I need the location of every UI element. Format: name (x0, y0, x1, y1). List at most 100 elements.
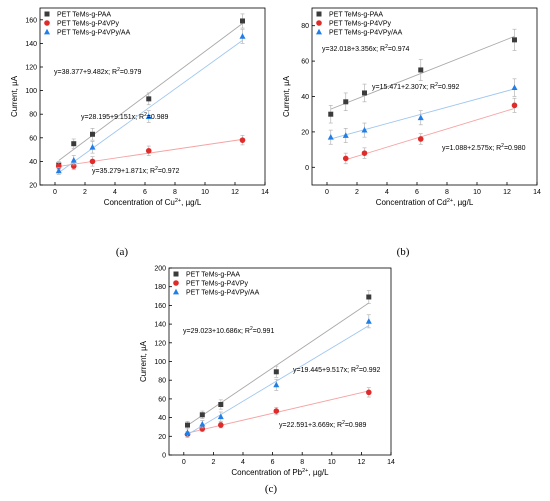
data-point (199, 426, 206, 432)
data-point (511, 84, 518, 91)
series-1 (55, 135, 246, 171)
data-point (55, 167, 62, 174)
data-point (199, 412, 205, 418)
data-point (365, 318, 372, 324)
fit-line (330, 35, 515, 110)
x-tick-label: 4 (241, 459, 245, 466)
fit-line (58, 39, 243, 173)
x-tick-label: 0 (182, 459, 186, 466)
x-tick-label: 2 (355, 189, 359, 196)
y-tick-label: 60 (29, 135, 37, 142)
y-tick-label: 40 (158, 415, 166, 422)
y-tick-label: 60 (301, 59, 309, 66)
x-tick-label: 2 (211, 459, 215, 466)
data-point (417, 114, 424, 121)
data-point (89, 158, 96, 165)
chart-panel-2: 0 2 4 6 8 10 12 14 0 20 40 60 80 Concentration of Cd2… (282, 7, 541, 258)
x-tick-label: 8 (300, 459, 304, 466)
chart-panel-1: 0 2 4 6 8 10 12 14 20 40 60 80 100 120 140 160 Concentra… (10, 7, 269, 258)
y-tick-label: 80 (29, 112, 37, 119)
y-tick-label: 120 (154, 340, 166, 347)
y-tick-label: 60 (158, 396, 166, 403)
legend: PET TeMs-g-PAA PET TeMs-g-P4VPy PET TeMs-g… (44, 11, 131, 37)
fit-equation-label: y=19.445+9.517x; R2=0.992 (293, 365, 381, 374)
y-tick-label: 0 (305, 165, 309, 172)
legend-label: PET TeMs-g-P4VPy (186, 281, 248, 288)
data-point (328, 111, 334, 117)
x-tick-label: 10 (201, 189, 209, 196)
y-tick-label: 40 (301, 94, 309, 101)
legend-label: PET TeMs-g-P4VPy (57, 21, 119, 28)
panel-label: (a) (116, 246, 129, 258)
data-point (70, 157, 77, 163)
data-point (218, 422, 224, 428)
fit-equation-label: y=1.088+2.575x; R2=0.980 (442, 143, 526, 152)
fit-equation-label: y=38.377+9.482x; R2=0.979 (54, 67, 142, 76)
data-point (511, 102, 518, 109)
panel-label: (c) (265, 483, 278, 495)
legend-label: PET TeMs-g-PAA (186, 272, 240, 279)
fit-line (187, 302, 370, 426)
legend-label: PET TeMs-g-P4VPy/AA (57, 30, 131, 37)
y-tick-label: 180 (154, 284, 166, 291)
x-tick-label: 6 (143, 189, 147, 196)
x-tick-label: 12 (503, 189, 511, 196)
fit-equation-label: y=22.591+3.669x; R2=0.989 (279, 420, 367, 429)
y-tick-label: 40 (29, 159, 37, 166)
y-tick-label: 100 (154, 359, 166, 366)
x-tick-label: 4 (385, 189, 389, 196)
data-point (217, 413, 224, 420)
data-point (512, 37, 517, 43)
data-point (342, 155, 349, 162)
x-tick-label: 14 (533, 189, 541, 196)
legend-marker (44, 28, 50, 35)
fit-line (187, 325, 370, 435)
x-tick-label: 10 (328, 459, 336, 466)
data-point (89, 144, 96, 150)
series-0 (185, 290, 372, 430)
data-point (273, 408, 280, 414)
legend-label: PET TeMs-g-PAA (57, 12, 111, 19)
x-tick-label: 6 (271, 459, 275, 466)
chart-panel-3: 0 2 4 6 8 10 12 14020406080100120140160180200Co… (139, 266, 395, 496)
y-tick-label: 140 (25, 41, 37, 48)
y-tick-label: 160 (25, 17, 37, 24)
x-tick-label: 6 (415, 189, 419, 196)
x-tick-label: 10 (473, 189, 481, 196)
legend-marker (316, 11, 322, 17)
data-point (218, 402, 224, 408)
y-axis-title: Current, µA (139, 340, 148, 382)
data-point (199, 420, 206, 427)
data-point (418, 67, 424, 73)
x-tick-label: 4 (113, 189, 117, 196)
x-tick-label: 8 (173, 189, 177, 196)
x-axis-title: Concentration of Cd2+, µg/L (376, 198, 474, 207)
data-point (146, 96, 152, 102)
series-2 (327, 78, 518, 145)
y-axis-title: Current, µA (282, 75, 291, 117)
data-point (361, 150, 368, 156)
plot-frame (39, 7, 266, 186)
data-point (239, 137, 246, 143)
series-0 (328, 28, 517, 124)
fit-equation-label: y=35.279+1.871x; R2=0.972 (92, 166, 180, 175)
data-point (145, 147, 152, 154)
series-1 (342, 97, 518, 165)
x-tick-label: 14 (387, 459, 395, 466)
data-point (239, 33, 246, 39)
data-point (90, 131, 95, 137)
fit-equation-label: y=29.023+10.686x; R2=0.991 (183, 326, 274, 335)
x-tick-label: 2 (83, 189, 87, 196)
y-tick-label: 80 (158, 378, 166, 385)
fit-equation-label: y=15.471+2.307x; R2=0.992 (372, 82, 460, 91)
data-point (184, 429, 191, 435)
x-tick-label: 0 (325, 189, 329, 196)
x-tick-label: 0 (53, 189, 57, 196)
x-axis-title: Concentration of Pb2+, µg/L (231, 468, 329, 477)
legend-label: PET TeMs-g-PAA (329, 12, 383, 19)
y-tick-label: 20 (301, 129, 309, 136)
panel-label: (b) (397, 246, 410, 258)
fit-line (58, 138, 243, 167)
y-tick-label: 100 (25, 88, 37, 95)
y-tick-label: 80 (301, 23, 309, 30)
